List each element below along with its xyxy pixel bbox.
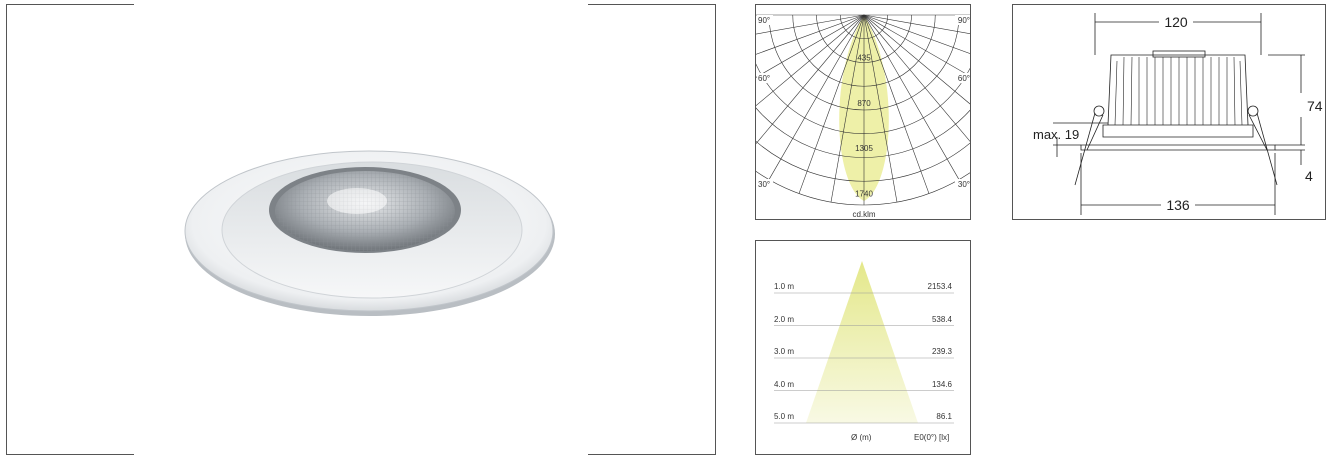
beam-distance-label: 3.0 m: [774, 347, 795, 356]
polar-radial-line: [863, 14, 970, 34]
polar-angle-bg: [955, 179, 970, 189]
polar-angle-label: 60°: [758, 74, 770, 83]
polar-angle-bg: [955, 73, 970, 83]
polar-radial-line: [756, 14, 865, 78]
dimension-drawing: 120 74 max. 19 4 136: [1033, 13, 1323, 215]
beam-distance-label: 2.0 m: [774, 314, 795, 324]
beam-lux-label: 86.1: [936, 412, 952, 421]
beam-diagram-panel: 1.0 m 2153.4 2.0 m 538.4 3.0 m 239.3 4.0 m 134.…: [755, 240, 971, 455]
dim-width-bottom: 136: [1166, 197, 1190, 213]
polar-value-label: 1305: [855, 144, 873, 153]
dimension-drawing-panel: 120 74 max. 19 4 136: [1012, 4, 1326, 220]
beam-cone: [806, 261, 918, 423]
polar-value-label: 1740: [855, 190, 873, 199]
beam-distance-label: 1.0 m: [774, 282, 795, 291]
polar-angle-bg: [757, 179, 773, 189]
frame-gap-top: [134, 3, 588, 7]
polar-unit-label: cd.klm: [852, 210, 875, 219]
polar-diagram: 435 870 1305 1740 cd.klm 90° 90° 60° 60° 30° 30°: [756, 14, 970, 219]
spring-left: [1093, 105, 1105, 117]
heatsink-cap: [1152, 50, 1206, 58]
polar-angle-label: 30°: [958, 180, 970, 189]
frame-gap-bottom: [134, 452, 588, 456]
polar-radial-line: [863, 14, 970, 142]
polar-angle-bg: [955, 15, 970, 25]
beam-lux-label: 239.3: [931, 347, 952, 356]
polar-value-label: 870: [857, 99, 871, 108]
product-photo-frame: [6, 3, 716, 456]
polar-radial-line: [863, 14, 898, 203]
polar-radial-line: [863, 14, 970, 105]
polar-radial-line: [756, 14, 865, 145]
polar-radial-line: [756, 14, 865, 107]
polar-angle-label: 90°: [758, 16, 770, 25]
beam-footer-diameter: Ø (m): [851, 433, 872, 442]
flange: [1080, 144, 1276, 151]
polar-angle-label: 30°: [758, 180, 770, 189]
polar-radial-line: [863, 14, 970, 77]
beam-footer-illuminance: E0(0°) [lx]: [914, 433, 950, 442]
heatsink-outline: [1107, 54, 1249, 126]
heatsink-fins: [1114, 56, 1243, 126]
polar-radial-line: [798, 14, 865, 194]
polar-angle-bg: [757, 15, 773, 25]
beam-distance-label: 4.0 m: [774, 379, 795, 389]
reflector-highlight: [327, 188, 387, 214]
polar-diagram-panel: 435 870 1305 1740 cd.klm 90° 90° 60° 60° 30° 30°: [755, 4, 971, 220]
spring-right: [1247, 105, 1259, 117]
polar-radial-line: [756, 14, 865, 35]
beam-lux-label: 2153.4: [927, 282, 952, 291]
polar-radial-line: [863, 14, 970, 54]
spring-arm-right: [1248, 112, 1278, 186]
spring-arm-left: [1074, 112, 1104, 186]
polar-angle-label: 90°: [958, 16, 970, 25]
polar-angle-bg: [757, 73, 773, 83]
beam-lux-label: 538.4: [931, 314, 952, 324]
dim-height: 74: [1307, 98, 1323, 114]
dim-width-top: 120: [1164, 14, 1188, 30]
dim-max: max. 19: [1033, 127, 1079, 142]
dim-bottom-offset: 4: [1305, 168, 1313, 184]
polar-angle-label: 60°: [958, 74, 970, 83]
downlight-photo: [184, 150, 555, 316]
polar-radial-line: [863, 14, 960, 180]
beam-distance-label: 5.0 m: [774, 412, 795, 421]
beam-cone-diagram: [774, 261, 954, 424]
polar-radial-line: [830, 14, 865, 203]
polar-value-label: 435: [857, 53, 871, 62]
polar-radial-line: [756, 14, 865, 55]
polar-radial-line: [768, 14, 865, 180]
beam-lux-label: 134.6: [931, 379, 952, 389]
polar-radial-line: [863, 14, 930, 194]
housing: [1102, 124, 1254, 138]
